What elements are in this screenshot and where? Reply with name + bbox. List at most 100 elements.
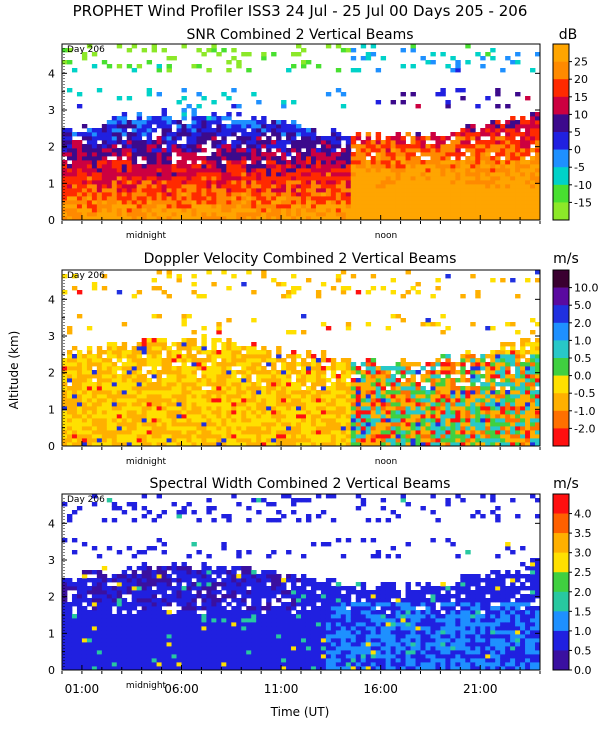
heatmap-cell	[296, 374, 302, 379]
heatmap-cell	[465, 418, 471, 423]
heatmap-cell	[146, 140, 153, 145]
heatmap-cell	[176, 188, 182, 193]
snr-frame	[61, 43, 541, 221]
heatmap-cell	[231, 354, 237, 359]
heatmap-cell	[405, 176, 411, 181]
heatmap-cell	[325, 180, 332, 185]
heatmap-cell	[66, 196, 73, 201]
heatmap-cell	[171, 350, 177, 355]
heatmap-cell	[171, 438, 177, 443]
heatmap-cell	[525, 414, 531, 419]
heatmap-cell	[116, 442, 123, 447]
heatmap-cell	[146, 382, 153, 387]
heatmap-cell	[106, 434, 113, 439]
heatmap-cell	[535, 442, 541, 447]
heatmap-cell	[251, 426, 257, 431]
heatmap-cell	[116, 180, 123, 185]
heatmap-cell	[266, 414, 272, 419]
heatmap-cell	[470, 188, 476, 193]
heatmap-cell	[276, 402, 282, 407]
heatmap-cell	[226, 426, 232, 431]
heatmap-cell	[365, 144, 372, 149]
heatmap-cell	[211, 188, 217, 193]
heatmap-cell	[91, 196, 98, 201]
colorbar-segment	[553, 96, 569, 115]
heatmap-cell	[186, 346, 192, 351]
heatmap-cell	[86, 402, 93, 407]
heatmap-cell	[141, 346, 148, 351]
heatmap-cell	[71, 176, 78, 181]
heatmap-cell	[400, 370, 406, 375]
heatmap-cell	[186, 434, 192, 439]
colorbar-segment	[553, 79, 569, 98]
heatmap-cell	[455, 430, 461, 435]
heatmap-cell	[310, 442, 317, 447]
heatmap-cell	[315, 64, 322, 69]
heatmap-cell	[395, 410, 401, 415]
heatmap-cell	[281, 188, 287, 193]
heatmap-cell	[62, 176, 68, 181]
heatmap-cell	[186, 180, 192, 185]
heatmap-cell	[415, 414, 421, 419]
heatmap-cell	[340, 394, 347, 399]
heatmap-cell	[171, 208, 177, 213]
heatmap-cell	[490, 216, 496, 221]
heatmap-cell	[440, 176, 446, 181]
heatmap-cell	[251, 362, 257, 367]
heatmap-cell	[350, 382, 357, 387]
heatmap-cell	[535, 192, 541, 197]
heatmap-cell	[320, 216, 327, 221]
heatmap-cell	[146, 168, 153, 173]
heatmap-cell	[116, 192, 123, 197]
heatmap-cell	[385, 188, 392, 193]
heatmap-cell	[111, 160, 118, 165]
heatmap-cell	[400, 176, 406, 181]
heatmap-cell	[296, 144, 302, 149]
heatmap-cell	[415, 132, 421, 137]
heatmap-cell	[191, 386, 197, 391]
heatmap-cell	[96, 212, 103, 217]
colorbar-segment	[553, 44, 569, 62]
heatmap-cell	[490, 374, 496, 379]
heatmap-cell	[345, 200, 352, 205]
heatmap-cell	[515, 204, 521, 209]
heatmap-cell	[465, 398, 471, 403]
heatmap-cell	[146, 438, 153, 443]
heatmap-cell	[206, 430, 212, 435]
heatmap-cell	[445, 386, 451, 391]
heatmap-cell	[146, 418, 153, 423]
heatmap-cell	[196, 196, 202, 201]
heatmap-cell	[71, 346, 78, 351]
heatmap-cell	[231, 152, 237, 157]
heatmap-cell	[76, 666, 83, 671]
heatmap-cell	[86, 366, 93, 371]
heatmap-cell	[410, 374, 416, 379]
heatmap-cell	[375, 430, 382, 435]
heatmap-cell	[66, 666, 73, 671]
heatmap-cell	[405, 438, 411, 443]
heatmap-cell	[520, 374, 526, 379]
heatmap-cell	[111, 438, 118, 443]
heatmap-cell	[231, 144, 237, 149]
heatmap-cell	[425, 152, 431, 157]
heatmap-cell	[166, 366, 172, 371]
heatmap-cell	[315, 188, 322, 193]
heatmap-cell	[535, 164, 541, 169]
heatmap-cell	[86, 386, 93, 391]
heatmap-cell	[141, 188, 148, 193]
heatmap-cell	[435, 192, 441, 197]
heatmap-cell	[525, 426, 531, 431]
heatmap-cell	[261, 152, 267, 157]
heatmap-cell	[106, 128, 113, 133]
heatmap-cell	[360, 188, 367, 193]
heatmap-cell	[271, 184, 277, 189]
heatmap-cell	[91, 208, 98, 213]
heatmap-cell	[116, 430, 123, 435]
heatmap-cell	[360, 362, 367, 367]
heatmap-cell	[465, 160, 471, 165]
heatmap-cell	[91, 402, 98, 407]
heatmap-cell	[251, 200, 257, 205]
heatmap-cell	[81, 200, 88, 205]
heatmap-cell	[221, 342, 227, 347]
heatmap-cell	[310, 212, 317, 217]
